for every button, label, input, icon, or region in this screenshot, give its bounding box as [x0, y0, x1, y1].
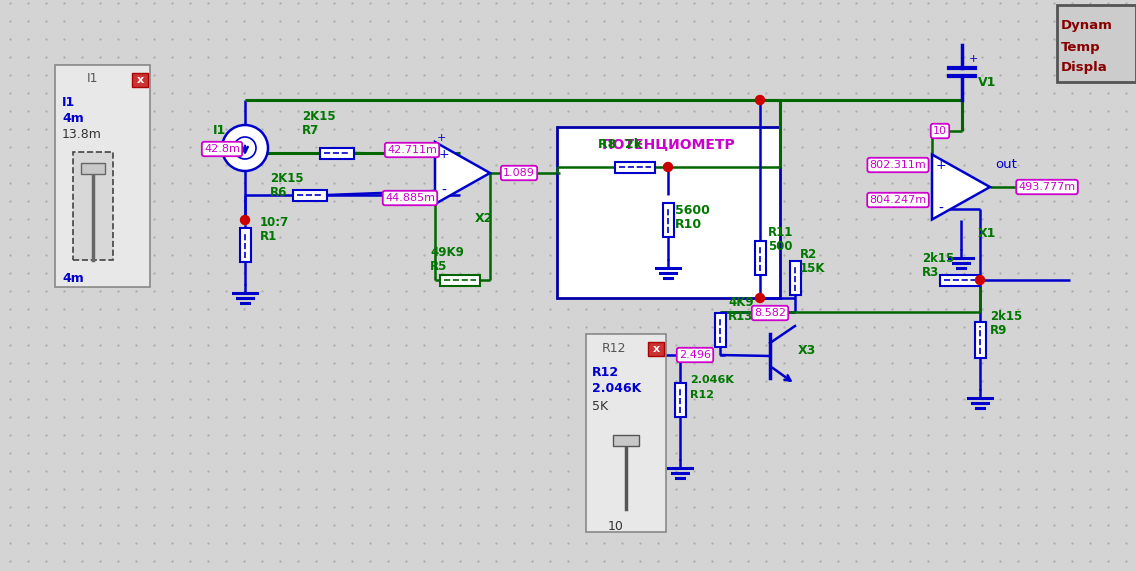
FancyBboxPatch shape [320, 147, 354, 159]
FancyBboxPatch shape [73, 152, 112, 260]
Text: Displa: Displa [1061, 62, 1108, 74]
Text: R3: R3 [922, 267, 939, 279]
FancyBboxPatch shape [81, 163, 105, 174]
FancyBboxPatch shape [613, 435, 638, 446]
Text: 493.777m: 493.777m [1019, 182, 1076, 192]
Text: 42.8m: 42.8m [204, 144, 240, 154]
Text: R8  2k: R8 2k [598, 139, 642, 151]
Text: x: x [652, 344, 660, 354]
FancyBboxPatch shape [648, 342, 665, 356]
Text: 2K15: 2K15 [270, 172, 303, 186]
FancyBboxPatch shape [790, 261, 801, 295]
FancyBboxPatch shape [675, 383, 685, 417]
Polygon shape [932, 155, 989, 219]
Text: 10:7: 10:7 [260, 215, 290, 228]
Text: 2.496: 2.496 [679, 350, 711, 360]
FancyBboxPatch shape [1056, 5, 1136, 82]
Text: R10: R10 [675, 218, 702, 231]
Text: 15K: 15K [800, 263, 826, 275]
Text: 2.046K: 2.046K [690, 375, 734, 385]
Text: R11: R11 [768, 226, 793, 239]
Text: +: + [437, 133, 446, 143]
Text: ПОТЕНЦИОМЕТР: ПОТЕНЦИОМЕТР [602, 137, 735, 151]
Text: 10: 10 [933, 126, 947, 136]
Polygon shape [435, 142, 490, 204]
Text: +: + [438, 148, 450, 162]
Text: 13.8m: 13.8m [62, 128, 102, 142]
FancyBboxPatch shape [975, 322, 986, 358]
Text: R1: R1 [260, 230, 277, 243]
Text: -: - [442, 184, 446, 198]
Text: R9: R9 [989, 324, 1008, 336]
Text: 2k15: 2k15 [989, 309, 1022, 323]
Text: X3: X3 [797, 344, 817, 357]
Circle shape [241, 215, 250, 224]
Text: 10: 10 [608, 520, 624, 533]
Text: V1: V1 [978, 75, 996, 89]
FancyBboxPatch shape [293, 190, 327, 200]
Text: 500: 500 [768, 239, 793, 252]
Text: 4K9: 4K9 [728, 296, 753, 308]
Text: R2: R2 [800, 248, 817, 262]
Circle shape [755, 95, 765, 104]
Text: R7: R7 [302, 124, 319, 138]
Text: 5600: 5600 [675, 203, 710, 216]
FancyBboxPatch shape [615, 162, 655, 172]
Text: I1: I1 [86, 71, 98, 85]
FancyBboxPatch shape [715, 313, 726, 347]
Text: 2k15: 2k15 [922, 252, 954, 266]
FancyBboxPatch shape [662, 203, 674, 237]
Text: 4m: 4m [62, 271, 84, 284]
Text: R5: R5 [431, 260, 448, 274]
Text: 4m: 4m [62, 112, 84, 126]
Text: R12: R12 [690, 390, 715, 400]
Text: x: x [136, 75, 143, 85]
Text: 2.046K: 2.046K [592, 383, 641, 396]
Text: +: + [969, 54, 978, 64]
FancyBboxPatch shape [240, 228, 251, 262]
Circle shape [755, 293, 765, 303]
Text: Temp: Temp [1061, 41, 1101, 54]
FancyBboxPatch shape [55, 65, 150, 287]
FancyBboxPatch shape [132, 73, 148, 87]
Text: 8.582: 8.582 [754, 308, 786, 318]
FancyBboxPatch shape [939, 275, 980, 286]
Text: X1: X1 [978, 227, 996, 240]
FancyBboxPatch shape [440, 275, 481, 286]
Circle shape [222, 125, 268, 171]
Text: R12: R12 [592, 365, 619, 379]
FancyBboxPatch shape [754, 241, 766, 275]
Text: 5K: 5K [592, 400, 608, 412]
Text: 44.885m: 44.885m [385, 193, 435, 203]
Circle shape [976, 275, 985, 284]
Text: R12: R12 [602, 341, 626, 355]
Text: R13: R13 [728, 311, 753, 324]
Text: out: out [995, 159, 1017, 171]
Text: I1: I1 [62, 95, 75, 108]
Text: X2: X2 [475, 211, 493, 224]
FancyBboxPatch shape [557, 127, 780, 298]
Text: Dynam: Dynam [1061, 18, 1113, 31]
Text: -: - [938, 202, 943, 215]
Text: 1.089: 1.089 [503, 168, 535, 178]
Circle shape [663, 163, 673, 171]
FancyBboxPatch shape [586, 334, 666, 532]
Text: I1: I1 [214, 124, 226, 138]
Text: +: + [936, 159, 946, 172]
Text: R6: R6 [270, 187, 287, 199]
Text: 802.311m: 802.311m [870, 160, 926, 170]
Text: 2K15: 2K15 [302, 111, 335, 123]
Text: 804.247m: 804.247m [869, 195, 927, 205]
Text: 42.711m: 42.711m [387, 145, 437, 155]
Text: 49K9: 49K9 [431, 247, 463, 259]
